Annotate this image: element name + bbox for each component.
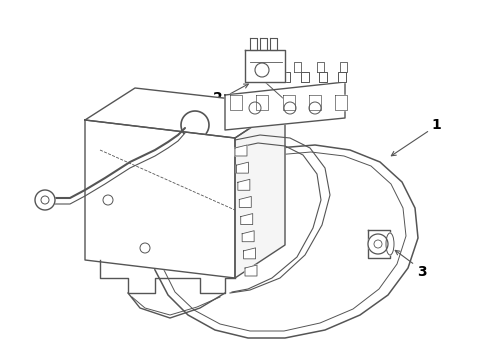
Circle shape (103, 195, 113, 205)
Polygon shape (245, 50, 285, 82)
Circle shape (368, 234, 388, 254)
Circle shape (309, 102, 321, 114)
Polygon shape (241, 213, 253, 225)
Polygon shape (260, 38, 267, 50)
Polygon shape (256, 95, 268, 110)
Polygon shape (319, 72, 327, 82)
Polygon shape (250, 38, 257, 50)
Circle shape (255, 63, 269, 77)
Polygon shape (283, 95, 294, 110)
Circle shape (249, 102, 261, 114)
Polygon shape (270, 38, 277, 50)
Polygon shape (338, 72, 346, 82)
Text: 3: 3 (417, 265, 427, 279)
Polygon shape (264, 72, 271, 82)
Circle shape (284, 102, 296, 114)
Polygon shape (248, 62, 255, 72)
Text: 4: 4 (97, 115, 107, 129)
Polygon shape (301, 72, 309, 82)
Polygon shape (237, 162, 248, 173)
Polygon shape (335, 95, 347, 110)
Circle shape (140, 243, 150, 253)
Polygon shape (85, 120, 235, 278)
Polygon shape (235, 105, 285, 278)
Polygon shape (244, 248, 256, 259)
Polygon shape (340, 62, 347, 72)
Polygon shape (230, 95, 242, 110)
Polygon shape (225, 82, 345, 130)
Polygon shape (368, 230, 390, 258)
Polygon shape (242, 231, 254, 242)
Polygon shape (239, 197, 251, 207)
Polygon shape (85, 88, 285, 138)
Polygon shape (294, 62, 301, 72)
Polygon shape (245, 72, 253, 82)
Polygon shape (317, 62, 324, 72)
Polygon shape (238, 179, 250, 190)
Text: 2: 2 (213, 91, 223, 105)
Circle shape (35, 190, 55, 210)
Ellipse shape (386, 233, 394, 255)
Polygon shape (309, 95, 321, 110)
Polygon shape (282, 72, 290, 82)
Polygon shape (245, 265, 257, 276)
Text: 1: 1 (431, 118, 441, 132)
Polygon shape (271, 62, 278, 72)
Polygon shape (148, 145, 418, 338)
Polygon shape (235, 145, 247, 156)
